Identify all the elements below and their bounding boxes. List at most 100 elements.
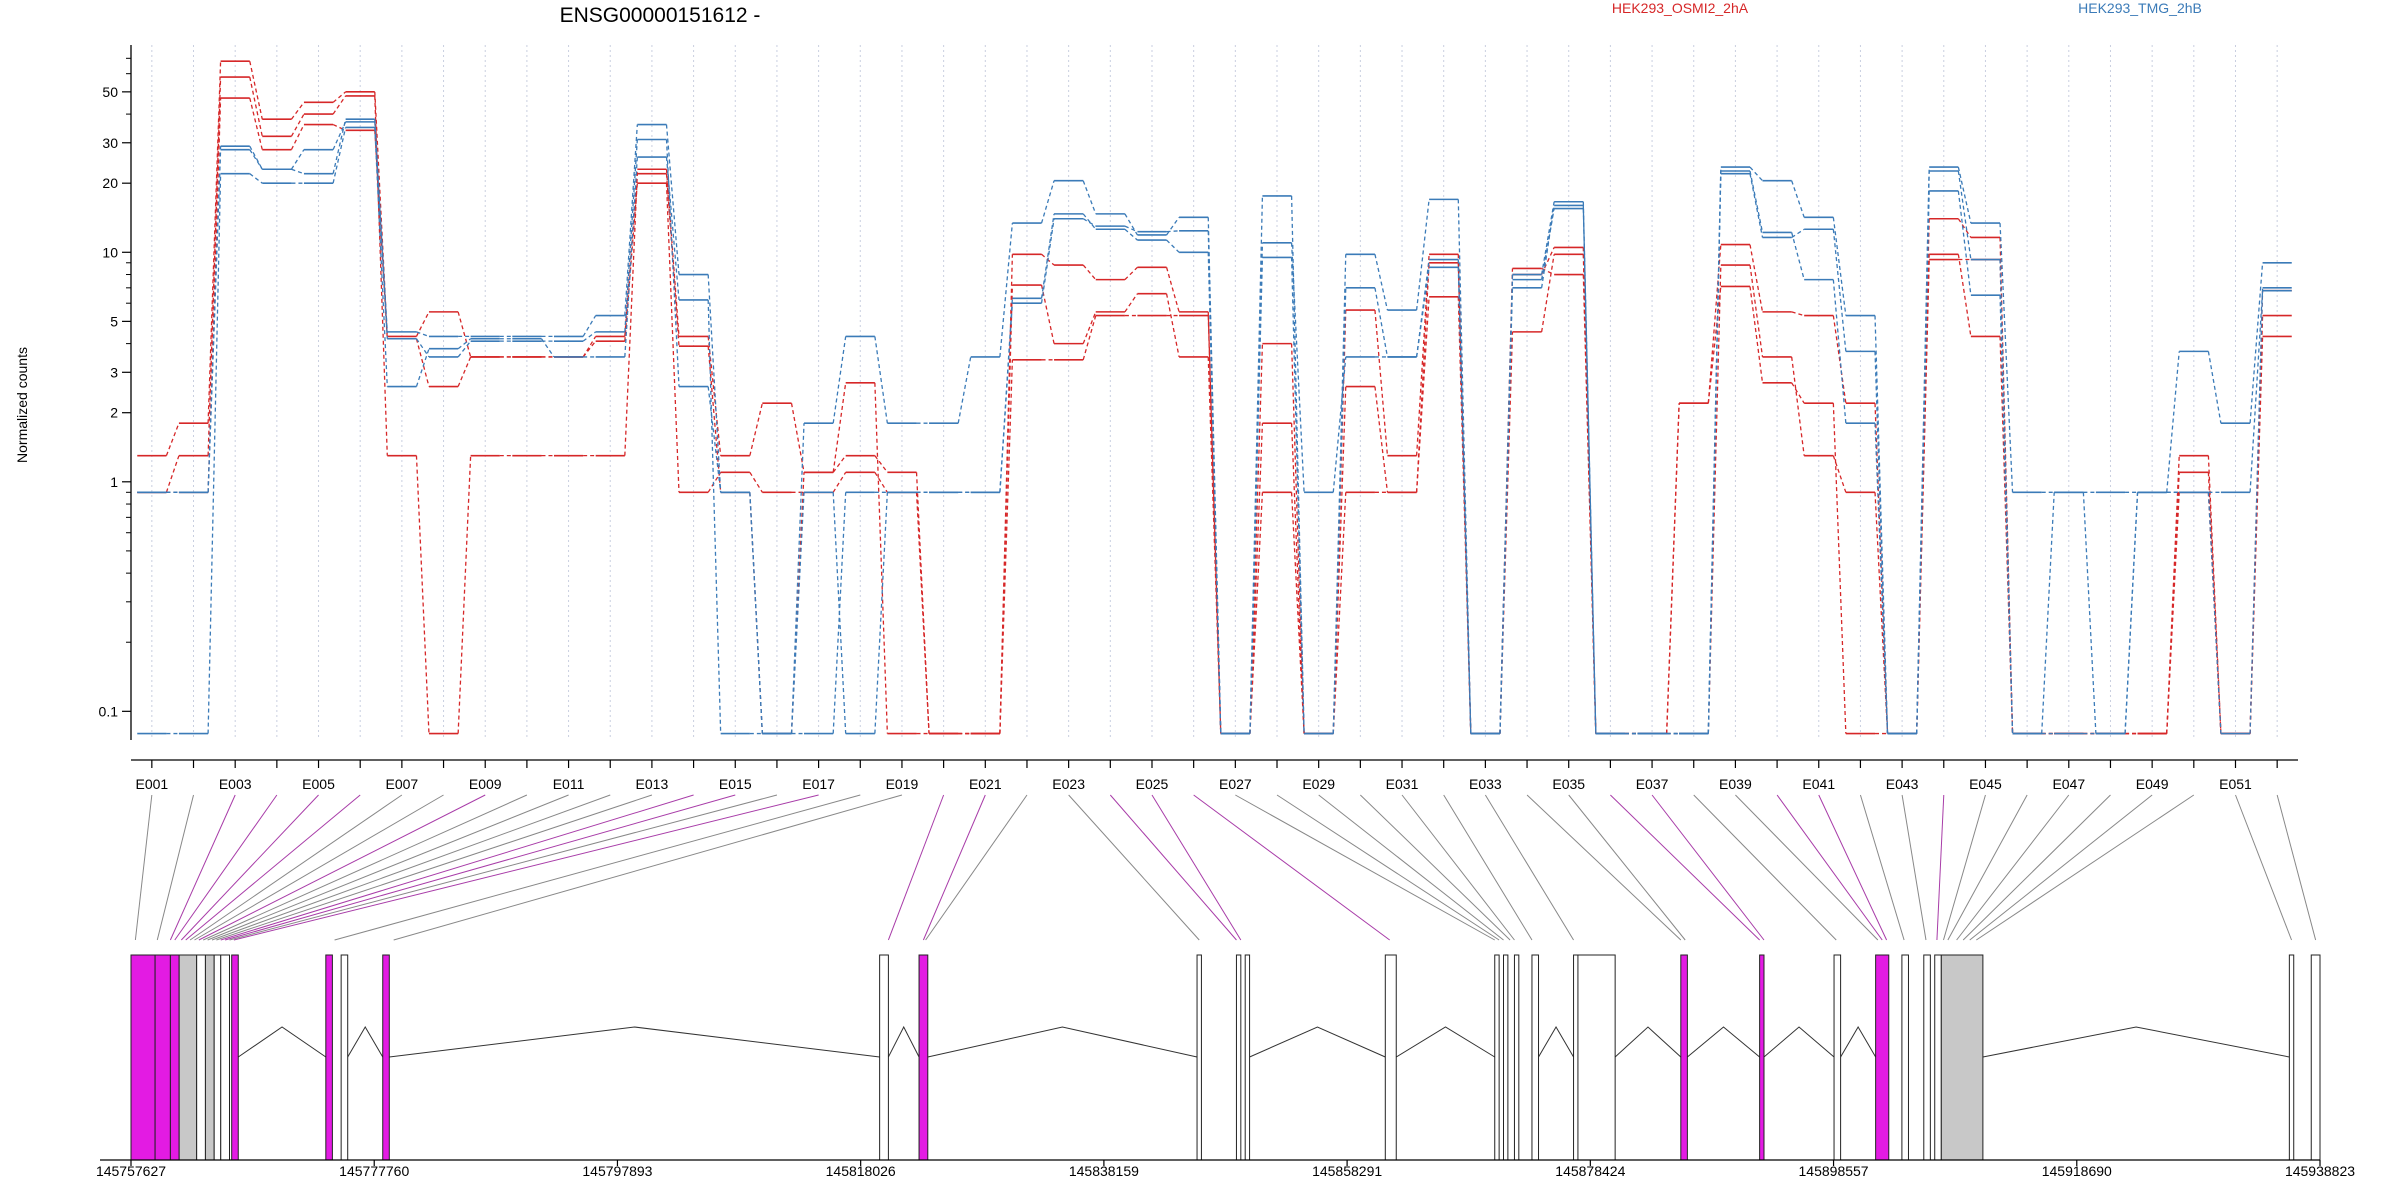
series-connector: [1499, 279, 1514, 734]
exon-connector: [1651, 794, 1765, 941]
series-connector: [2124, 492, 2139, 734]
series-connector: [1165, 267, 1180, 313]
y-axis-label: Normalized counts: [14, 347, 30, 463]
exon-connector: [1943, 794, 1986, 941]
series-connector: [1040, 218, 1055, 304]
exon-tick-label: E051: [2219, 776, 2252, 792]
series-connector: [1415, 267, 1430, 358]
intron-line: [237, 1026, 327, 1058]
intron-line: [1249, 1026, 1386, 1058]
genomic-tick-label: 145858291: [1312, 1163, 1382, 1179]
exon-box: [382, 954, 390, 1161]
exon-box: [325, 954, 333, 1161]
exon-tick-label: E031: [1386, 776, 1419, 792]
series-connector: [707, 336, 722, 456]
genomic-axis: 145757627 145777760 145797893 145818026 1458…: [96, 1159, 2355, 1179]
genomic-tick-label: 145797893: [582, 1163, 652, 1179]
series-connector: [1791, 232, 1805, 280]
series-connector: [1166, 239, 1180, 253]
exon-tick-label: E007: [386, 776, 419, 792]
series-connector: [1791, 356, 1805, 456]
series-connector: [1332, 287, 1347, 734]
exon-connector: [1151, 794, 1242, 941]
y-tick-label: 1: [110, 474, 118, 490]
series-connector: [332, 124, 346, 131]
exon-box: [169, 954, 180, 1161]
series-connector: [1124, 228, 1138, 241]
series-connector: [332, 91, 347, 103]
exon-connector: [1901, 794, 1927, 941]
series-connector: [332, 95, 347, 115]
series-connector: [1082, 264, 1097, 281]
series-connector: [290, 124, 305, 150]
series-connector: [1374, 310, 1389, 456]
exon-connector: [393, 794, 903, 941]
series-connector: [249, 61, 263, 120]
intron-line: [1687, 1026, 1760, 1058]
series-connector: [1999, 223, 2014, 493]
exon-tick-label: E027: [1219, 776, 1252, 792]
y-tick-label: 10: [102, 244, 118, 260]
exon-tick-label: E039: [1719, 776, 1752, 792]
exon-tick-label: E037: [1636, 776, 1669, 792]
series-connector: [1082, 218, 1097, 227]
series-connector: [915, 492, 930, 734]
exon-box: [1759, 954, 1765, 1161]
series-connector: [2249, 287, 2264, 734]
exon-connector: [229, 794, 778, 941]
exon-tick-label: E003: [219, 776, 252, 792]
exon-connector: [334, 794, 861, 941]
series-connector: [832, 382, 847, 473]
exon-box: [1235, 954, 1242, 1161]
series-connector: [1040, 213, 1055, 299]
exon-tick-label: E019: [886, 776, 919, 792]
series-connector: [332, 127, 347, 184]
exon-connector: [1818, 794, 1888, 941]
y-tick-label: 0.1: [99, 703, 119, 719]
exon-connector: [207, 794, 569, 941]
series-connector: [707, 386, 722, 493]
exon-connector: [1735, 794, 1879, 941]
exon-connector: [185, 794, 361, 941]
series-connector: [1832, 217, 1847, 316]
exon-connector: [1610, 794, 1760, 941]
series-connector: [1707, 244, 1722, 404]
exon-box: [1680, 954, 1688, 1161]
exon-connector: [1109, 794, 1237, 941]
series-connector: [1540, 201, 1555, 275]
series-connector: [707, 471, 722, 493]
intron-line: [887, 1025, 920, 1058]
series-connector: [624, 124, 638, 316]
exon-connector: [203, 794, 528, 941]
exon-box: [879, 954, 889, 1161]
series-connector: [290, 149, 305, 170]
intron-line: [1538, 1026, 1574, 1058]
exon-connector: [220, 794, 694, 941]
exon-connector: [1693, 794, 1837, 941]
series-connector: [1332, 492, 1347, 734]
series-connector: [249, 173, 263, 184]
grid-lines: [151, 45, 2278, 740]
series-connector: [165, 422, 180, 456]
series-connector: [457, 356, 472, 387]
series-connector: [1166, 230, 1180, 233]
exon-box: [1244, 954, 1251, 1161]
series-connector: [1541, 247, 1555, 275]
series-connector: [874, 471, 888, 493]
series-connector: [1040, 284, 1055, 344]
series-connector: [2166, 455, 2180, 734]
series-connector: [249, 97, 263, 150]
series-connector: [1582, 208, 1597, 734]
y-tick-label: 3: [110, 364, 118, 380]
genomic-tick-label: 145818026: [826, 1163, 896, 1179]
series-connector: [749, 492, 763, 734]
exon-tick-label: E001: [135, 776, 168, 792]
series-connector: [999, 285, 1014, 734]
series-connector: [1374, 287, 1389, 358]
series-connector: [1290, 257, 1305, 734]
series-connector: [790, 492, 805, 734]
exon-tick-label: E021: [969, 776, 1002, 792]
exon-connector: [189, 794, 403, 941]
series-connector: [1791, 382, 1805, 404]
series-connector: [999, 223, 1014, 357]
